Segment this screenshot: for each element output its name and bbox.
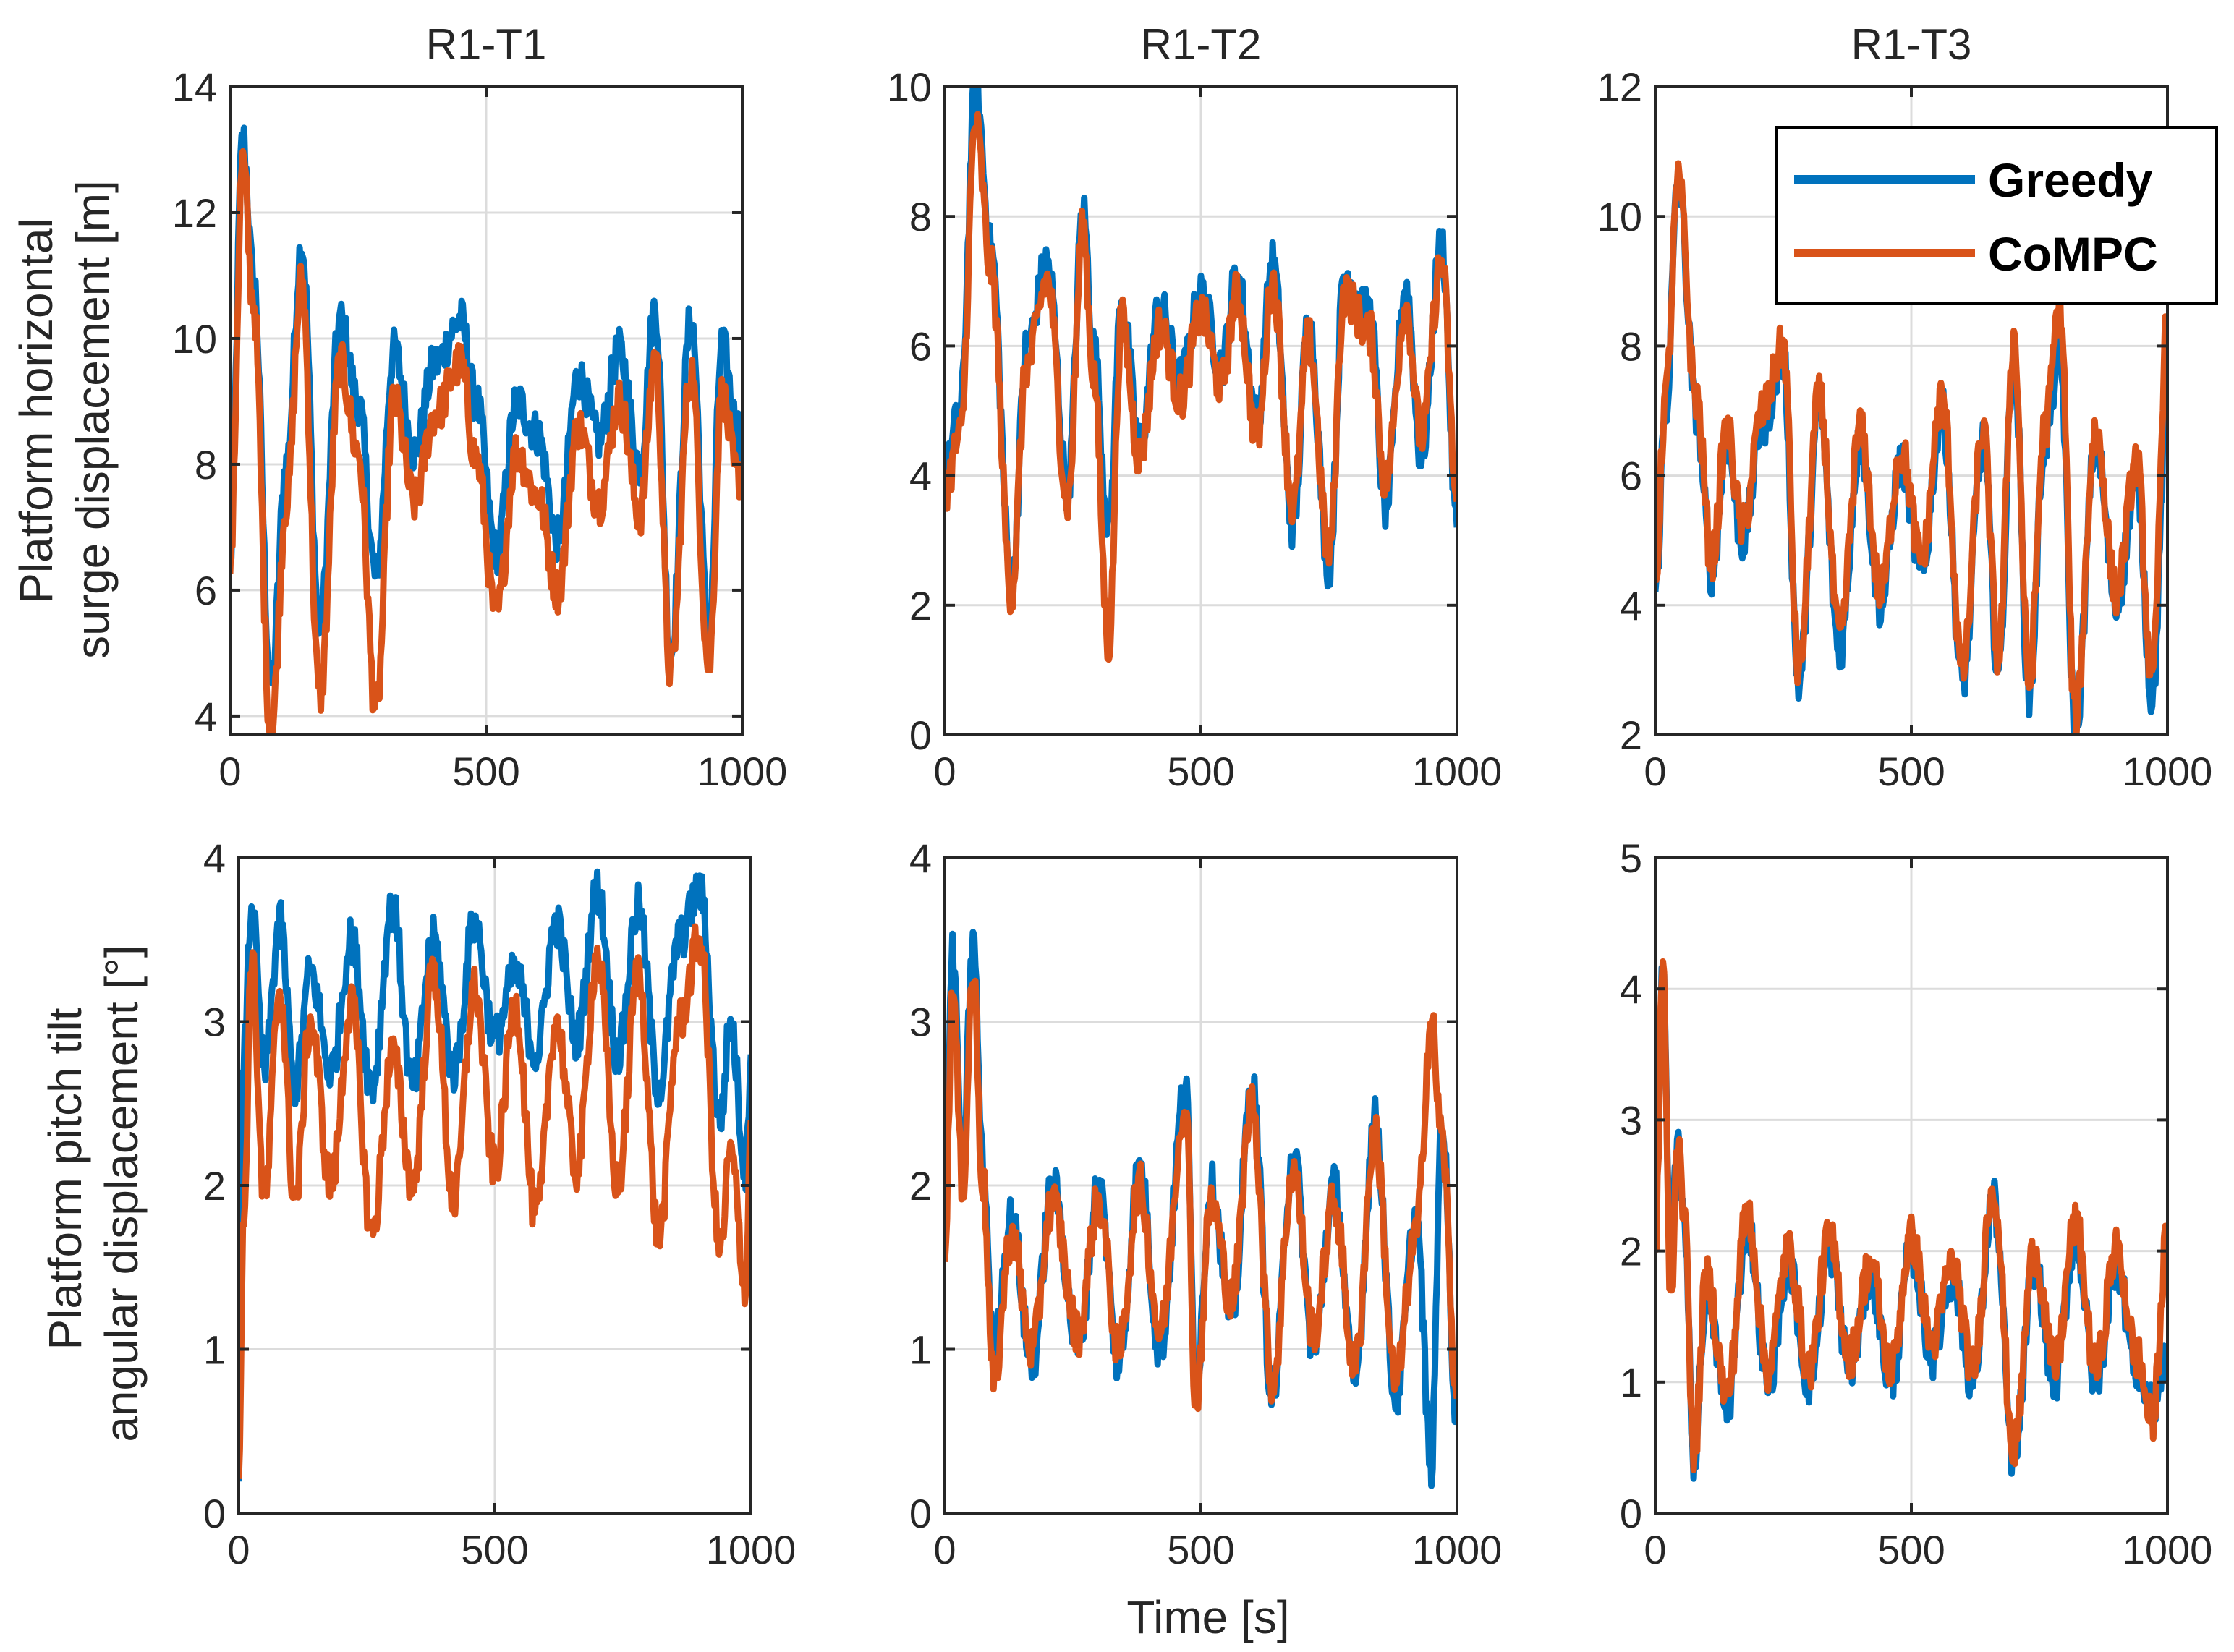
y-tick-label: 4 bbox=[203, 835, 226, 881]
row-1-ylabel-line-2: surge displacement [m] bbox=[67, 180, 119, 659]
y-tick-label: 4 bbox=[1620, 966, 1642, 1012]
series-line-compc bbox=[1655, 160, 2167, 735]
row-2-ylabel-line-1: Platform pitch tilt bbox=[39, 1008, 91, 1350]
series-line-compc bbox=[945, 977, 1457, 1413]
y-tick-label: 10 bbox=[1597, 194, 1642, 239]
y-tick-label: 12 bbox=[1597, 64, 1642, 110]
y-tick-label: 1 bbox=[203, 1327, 226, 1373]
y-tick-label: 1 bbox=[909, 1327, 932, 1373]
y-tick-label: 2 bbox=[909, 583, 932, 629]
y-tick-label: 8 bbox=[909, 194, 932, 239]
x-tick-label: 0 bbox=[1644, 1527, 1666, 1572]
y-tick-label: 10 bbox=[887, 64, 932, 110]
legend-label-compc: CoMPC bbox=[1988, 227, 2158, 281]
series-line-compc bbox=[230, 148, 742, 735]
x-tick-label: 1000 bbox=[706, 1527, 797, 1572]
y-tick-label: 0 bbox=[203, 1491, 226, 1536]
x-tick-label: 500 bbox=[1877, 1527, 1945, 1572]
y-tick-label: 4 bbox=[909, 454, 932, 499]
y-tick-label: 0 bbox=[1620, 1491, 1642, 1536]
x-tick-label: 1000 bbox=[2123, 749, 2213, 794]
y-tick-label: 4 bbox=[195, 694, 217, 739]
y-tick-label: 0 bbox=[909, 1491, 932, 1536]
x-tick-label: 1000 bbox=[697, 749, 788, 794]
y-tick-label: 14 bbox=[172, 64, 217, 110]
row-1-ylabel-line-1: Platform horizontal bbox=[10, 218, 62, 604]
y-tick-label: 0 bbox=[909, 712, 932, 758]
panel-1: 0 500 1000 4 6 8 10 12 14 R1-T1 bbox=[172, 20, 788, 794]
y-tick-label: 2 bbox=[909, 1163, 932, 1209]
x-tick-label: 1000 bbox=[2123, 1527, 2213, 1572]
row-2-ylabel-line-2: angular displacement [°] bbox=[95, 945, 148, 1442]
x-tick-label: 0 bbox=[933, 1527, 956, 1572]
y-tick-label: 6 bbox=[195, 568, 217, 613]
x-tick-label: 0 bbox=[227, 1527, 250, 1572]
legend-box bbox=[1775, 126, 2218, 305]
y-tick-label: 1 bbox=[1620, 1360, 1642, 1405]
y-tick-label: 8 bbox=[1620, 323, 1642, 369]
panel-title: R1-T2 bbox=[1141, 20, 1262, 69]
panel-2: 0 500 1000 0 2 4 6 8 10 R1-T2 bbox=[887, 20, 1503, 794]
y-tick-label: 4 bbox=[909, 835, 932, 881]
x-axis-label: Time [s] bbox=[1126, 1591, 1289, 1643]
panel-4: 0 500 1000 0 1 2 3 4 bbox=[203, 835, 796, 1572]
x-tick-label: 500 bbox=[461, 1527, 528, 1572]
x-tick-label: 1000 bbox=[1412, 1527, 1503, 1572]
y-tick-label: 3 bbox=[203, 1000, 226, 1045]
x-tick-label: 500 bbox=[1167, 1527, 1234, 1572]
y-tick-label: 6 bbox=[909, 323, 932, 369]
x-tick-label: 500 bbox=[1167, 749, 1234, 794]
y-tick-label: 8 bbox=[195, 442, 217, 487]
x-tick-label: 500 bbox=[452, 749, 519, 794]
y-tick-label: 4 bbox=[1620, 583, 1642, 629]
y-tick-label: 12 bbox=[172, 190, 217, 236]
x-tick-label: 0 bbox=[1644, 749, 1666, 794]
y-tick-label: 5 bbox=[1620, 835, 1642, 881]
panel-title: R1-T1 bbox=[426, 20, 547, 69]
y-tick-label: 2 bbox=[1620, 712, 1642, 758]
series-line-compc bbox=[239, 923, 751, 1479]
series-line-compc bbox=[1655, 958, 2167, 1473]
y-tick-label: 3 bbox=[909, 1000, 932, 1045]
legend: Greedy CoMPC bbox=[1775, 126, 2218, 305]
y-tick-label: 2 bbox=[203, 1163, 226, 1209]
y-tick-label: 10 bbox=[172, 316, 217, 362]
x-tick-label: 1000 bbox=[1412, 749, 1503, 794]
x-tick-label: 500 bbox=[1877, 749, 1945, 794]
series-line-greedy bbox=[239, 868, 751, 1482]
y-tick-label: 6 bbox=[1620, 454, 1642, 499]
series-line-compc bbox=[945, 111, 1457, 663]
y-tick-label: 2 bbox=[1620, 1229, 1642, 1274]
panel-5: 0 500 1000 0 1 2 3 4 bbox=[909, 835, 1502, 1572]
y-tick-label: 3 bbox=[1620, 1097, 1642, 1143]
x-tick-label: 0 bbox=[933, 749, 956, 794]
panel-title: R1-T3 bbox=[1851, 20, 1972, 69]
legend-label-greedy: Greedy bbox=[1988, 153, 2153, 207]
panel-6: 0 500 1000 0 1 2 3 4 5 bbox=[1620, 835, 2212, 1572]
x-tick-label: 0 bbox=[218, 749, 241, 794]
